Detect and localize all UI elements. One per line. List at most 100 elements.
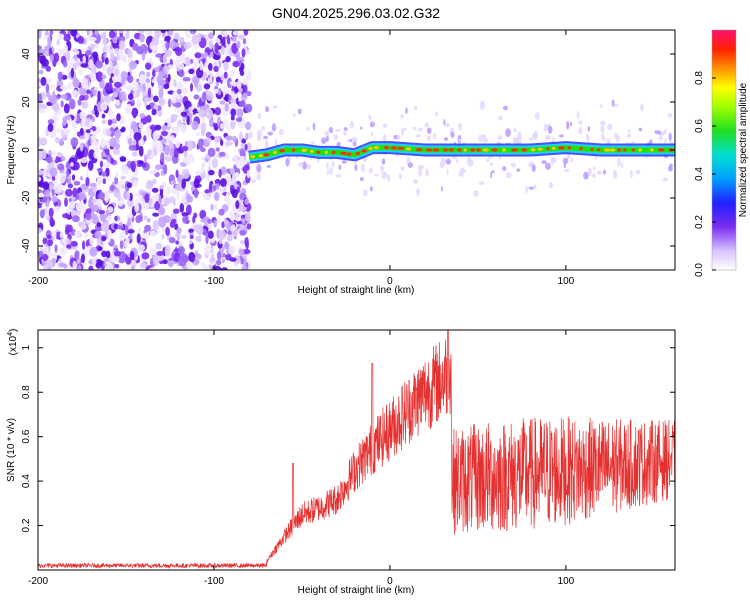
colorbar-gradient — [711, 29, 737, 271]
noise-point — [42, 253, 49, 262]
ridge-core-point — [609, 148, 616, 152]
noise-point — [147, 149, 152, 157]
noise-point — [169, 40, 177, 50]
noise-point — [106, 215, 113, 222]
noise-point — [205, 108, 214, 120]
snr-ticks: -200 -100 0 100 0.2 0.4 0.6 0.8 1 — [21, 330, 675, 587]
spectral-point — [640, 103, 644, 112]
noise-point — [59, 138, 64, 147]
spectral-point — [370, 131, 374, 137]
spectral-point — [334, 128, 341, 132]
noise-point — [174, 102, 182, 108]
noise-point — [189, 239, 193, 245]
noise-point — [72, 260, 77, 270]
chart-title: GN04.2025.296.03.02.G32 — [272, 5, 440, 21]
ridge-core-point — [476, 148, 482, 152]
noise-point — [92, 257, 97, 266]
noise-point — [41, 150, 47, 160]
noise-point — [221, 221, 225, 229]
noise-point — [82, 240, 86, 250]
noise-point — [229, 69, 236, 77]
noise-point — [228, 94, 232, 105]
noise-point — [127, 217, 131, 227]
noise-point — [232, 30, 239, 36]
noise-point — [214, 203, 218, 212]
noise-point — [118, 30, 124, 34]
noise-point — [49, 30, 54, 36]
noise-point — [139, 262, 148, 269]
noise-point — [101, 171, 107, 177]
spectral-point — [450, 131, 455, 138]
noise-point — [185, 56, 190, 62]
noise-point — [126, 190, 131, 201]
ridge-core-point — [316, 150, 321, 154]
noise-point — [232, 135, 237, 143]
noise-point — [42, 237, 48, 245]
noise-point — [70, 30, 78, 37]
noise-point — [134, 202, 140, 213]
noise-point — [45, 78, 53, 84]
noise-point — [160, 152, 165, 163]
spectral-point — [405, 107, 408, 114]
noise-point — [163, 83, 170, 90]
spectral-point — [440, 186, 443, 192]
noise-point — [38, 136, 41, 148]
noise-point — [229, 167, 236, 176]
noise-point — [38, 45, 42, 51]
noise-point — [60, 100, 64, 108]
noise-point — [161, 130, 168, 137]
noise-point — [75, 202, 83, 211]
noise-point — [77, 99, 82, 106]
noise-point — [213, 265, 222, 270]
spectral-point — [547, 125, 553, 134]
noise-point — [49, 215, 54, 226]
spectral-point — [635, 169, 641, 175]
noise-point — [217, 89, 221, 96]
noise-point — [141, 162, 147, 168]
spectral-point — [251, 179, 256, 184]
noise-point — [93, 150, 98, 159]
noise-point — [214, 179, 221, 184]
spectral-point — [417, 127, 423, 132]
ridge-core-point — [383, 146, 390, 150]
noise-point — [38, 93, 43, 103]
ridge-core-point — [292, 148, 296, 152]
noise-point — [59, 231, 64, 239]
noise-point — [136, 98, 141, 110]
spectral-point — [328, 126, 334, 134]
noise-point — [65, 224, 73, 233]
x-tick-label: -200 — [28, 576, 48, 587]
noise-point — [73, 180, 81, 186]
noise-point — [76, 113, 80, 125]
ridge-core-point — [432, 148, 440, 152]
noise-point — [152, 248, 157, 256]
noise-point — [95, 110, 99, 118]
noise-point — [155, 242, 162, 250]
noise-point — [62, 213, 70, 219]
noise-point — [160, 30, 166, 34]
noise-point — [127, 137, 133, 146]
spectral-point — [382, 123, 388, 128]
noise-point — [152, 69, 156, 78]
noise-point — [123, 240, 129, 248]
noise-point — [207, 77, 213, 84]
spectral-point — [441, 157, 446, 164]
noise-point — [223, 71, 228, 79]
spectral-point — [481, 134, 487, 139]
noise-point — [78, 147, 85, 159]
noise-point — [115, 171, 119, 179]
noise-point — [41, 58, 49, 67]
noise-point — [91, 116, 96, 123]
noise-point — [124, 103, 133, 115]
noise-point — [183, 42, 191, 50]
noise-point — [236, 79, 242, 90]
noise-point — [40, 76, 47, 86]
noise-point — [43, 189, 51, 198]
spectral-point — [263, 135, 269, 140]
noise-point — [168, 237, 176, 244]
colorbar-label: Normalized spectral amplitude — [738, 82, 749, 217]
noise-point — [70, 240, 78, 247]
noise-point — [105, 129, 112, 137]
noise-point — [55, 137, 60, 144]
